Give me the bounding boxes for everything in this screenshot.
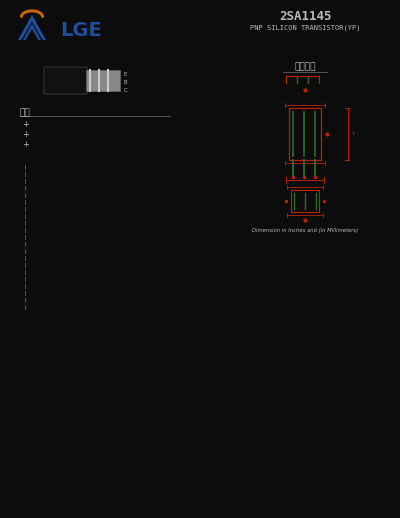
Text: LGE: LGE [60, 21, 102, 39]
Text: +: + [22, 120, 29, 129]
Text: 特長: 特長 [20, 108, 31, 117]
Text: +: + [22, 140, 29, 149]
Bar [291, 190, 319, 212]
Text: Dimension in Inches and (in Millimeters): Dimension in Inches and (in Millimeters) [252, 228, 358, 233]
Text: 2SA1145: 2SA1145 [279, 10, 331, 23]
Polygon shape [23, 24, 41, 40]
Text: T: T [351, 132, 354, 137]
Text: PNP SILICON TRANSISTOR(YP): PNP SILICON TRANSISTOR(YP) [250, 24, 360, 31]
Text: B: B [124, 80, 128, 85]
Bar [289, 108, 321, 160]
Text: +: + [22, 130, 29, 139]
FancyBboxPatch shape [44, 67, 87, 94]
Polygon shape [21, 22, 43, 40]
Text: C: C [124, 88, 128, 93]
Bar [86, 70, 120, 91]
Polygon shape [26, 29, 38, 40]
Polygon shape [18, 15, 46, 40]
Text: E: E [124, 72, 127, 77]
Text: ピン配置: ピン配置 [294, 62, 316, 71]
